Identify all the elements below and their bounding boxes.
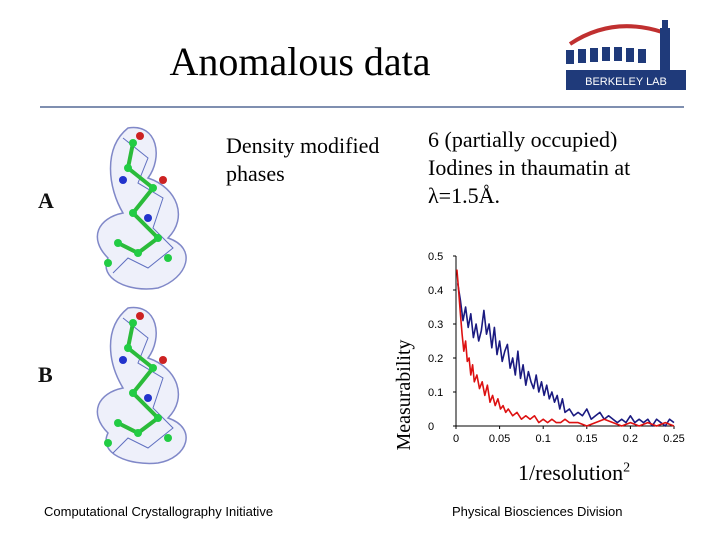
y-tick-label: 0 (428, 421, 434, 433)
chart-series (456, 269, 675, 427)
x-tick-labels: 0 0.05 0.1 0.15 0.2 0.25 (453, 433, 685, 445)
x-tick-label: 0.15 (576, 433, 597, 445)
density-modified-label: Density modified phases (226, 132, 379, 188)
x-tick-label: 0.05 (489, 433, 510, 445)
density-panel-b (96, 306, 187, 465)
density-modified-line2: phases (226, 161, 285, 186)
x-axis-label-text: 1/resolution (518, 460, 624, 485)
y-tick-labels: 0 0.1 0.2 0.3 0.4 0.5 (428, 251, 443, 433)
y-tick-label: 0.5 (428, 251, 443, 263)
series-line-blue (456, 283, 675, 427)
y-tick-label: 0.3 (428, 319, 443, 331)
density-panel-a (96, 126, 187, 290)
electron-density-images (96, 126, 187, 465)
berkeley-lab-logo: BERKELEY LAB (566, 20, 686, 90)
x-tick-label: 0.2 (623, 433, 638, 445)
iodines-line2: Iodines in thaumatin at (428, 155, 631, 180)
footer-right: Physical Biosciences Division (452, 504, 623, 519)
y-tick-label: 0.2 (428, 353, 443, 365)
x-tick-label: 0.1 (536, 433, 551, 445)
y-axis-label: Measurability (393, 339, 415, 450)
series-line-red (456, 269, 675, 427)
panel-label-a: A (38, 188, 54, 213)
x-tick-label: 0 (453, 433, 459, 445)
x-tick-label: 0.25 (663, 433, 684, 445)
iodines-line1: 6 (partially occupied) (428, 127, 618, 152)
density-modified-line1: Density modified (226, 133, 380, 158)
x-axis-label: 1/resolution2 (518, 460, 630, 486)
y-tick-label: 0.4 (428, 285, 443, 297)
iodines-label: 6 (partially occupied) Iodines in thauma… (428, 126, 630, 210)
iodines-line3: λ=1.5Å. (428, 183, 500, 208)
logo-text: BERKELEY LAB (585, 76, 667, 88)
footer-left: Computational Crystallography Initiative (44, 504, 274, 519)
measurability-chart: Measurability 00.10.20.30.40.5 0 0.05 0.1 0… (393, 251, 685, 451)
slide-title: Anomalous data (169, 39, 431, 84)
x-axis-label-superscript: 2 (623, 460, 631, 476)
y-tick-label: 0.1 (428, 387, 443, 399)
title-divider (40, 106, 684, 108)
panel-label-b: B (38, 362, 53, 387)
